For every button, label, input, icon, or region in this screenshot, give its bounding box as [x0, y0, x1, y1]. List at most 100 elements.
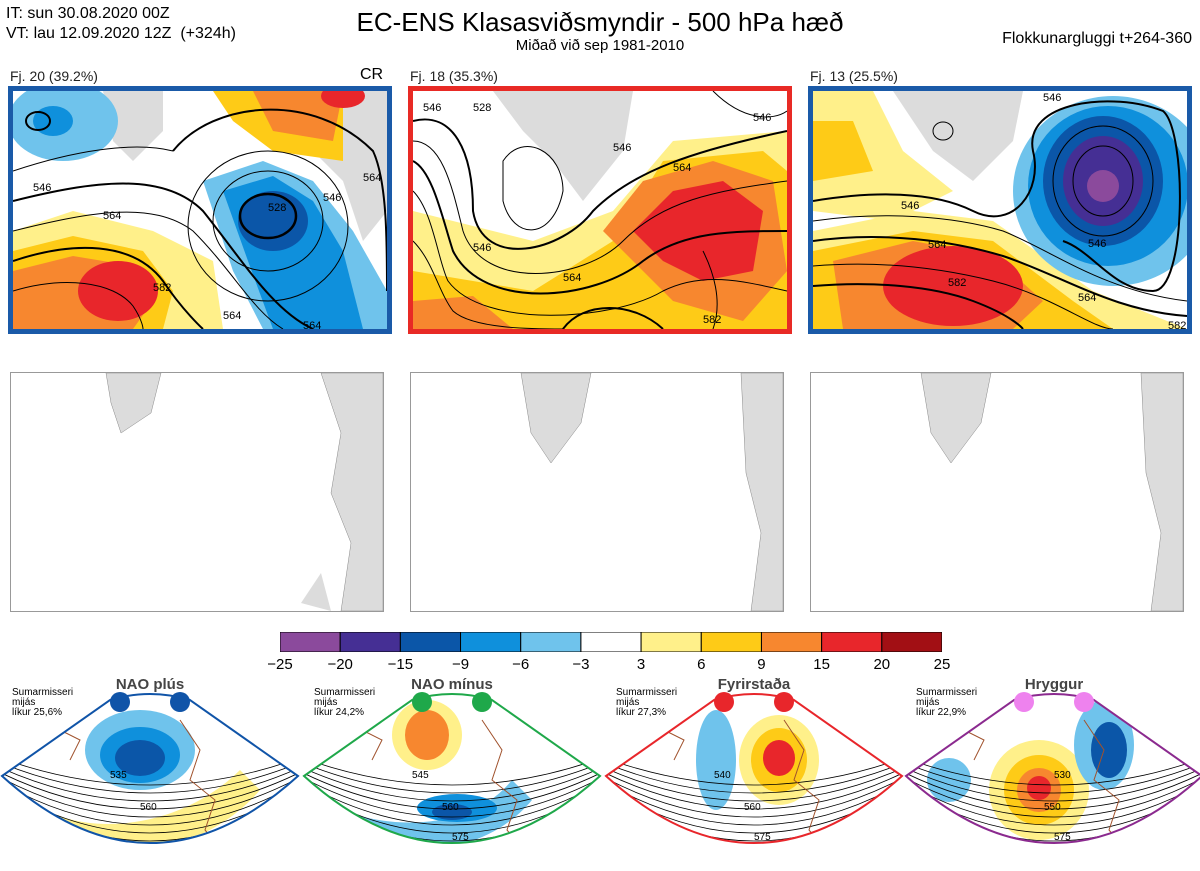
cluster-ref-dot: [774, 692, 794, 712]
cluster-ref-dot: [1014, 692, 1034, 712]
colorbar: [279, 631, 943, 653]
cluster-ref-contour-label: 575: [754, 832, 771, 843]
page-title: EC-ENS Klasasviðsmyndir - 500 hPa hæð: [356, 7, 844, 37]
contour-label: 582: [153, 282, 171, 294]
colorbar-swatch: [339, 631, 401, 653]
cluster-ref-frame: [302, 693, 602, 844]
cluster-ref-contour-label: 560: [442, 802, 459, 813]
colorbar-tick-label: 9: [757, 656, 766, 673]
cluster-ref-frame: [904, 693, 1200, 844]
contour-label: 546: [423, 102, 441, 114]
colorbar-swatch: [760, 631, 823, 653]
cluster-ref-contour-label: 575: [452, 832, 469, 843]
empty-map-2-svg: [520, 373, 783, 611]
contour-label: 564: [303, 320, 321, 329]
colorbar-svg: [279, 631, 943, 653]
colorbar-swatch: [881, 631, 943, 653]
colorbar-swatch: [580, 631, 642, 653]
contour-label: 528: [473, 102, 491, 114]
cluster-ref-contour-label: 530: [1054, 770, 1071, 781]
cluster-ref-contour-label: 540: [714, 770, 731, 781]
cluster-ref-title: NAO plús: [115, 676, 185, 693]
contour-label: 546: [613, 142, 631, 154]
contour-label: 564: [673, 162, 691, 174]
contour-label: 546: [1088, 238, 1106, 250]
contour-label: 546: [33, 182, 51, 194]
colorbar-tick-label: −9: [451, 656, 470, 673]
contour-label: 564: [223, 310, 241, 322]
contour-label: 546: [753, 112, 771, 124]
empty-map-3: [810, 372, 1184, 612]
contour-label: 564: [563, 272, 581, 284]
cluster-map-1-svg: 546 564 528 546 564 582 564 564: [13, 91, 387, 329]
colorbar-tick-label: −6: [512, 656, 530, 673]
cluster-ref-diagram: 540 560 575: [604, 692, 904, 844]
cluster-ref-diagram: 530 550 575: [904, 692, 1200, 844]
empty-map-1: [10, 372, 384, 612]
colorbar-tick-label: −25: [267, 656, 293, 673]
cluster-ref-title: Hryggur: [1024, 676, 1084, 693]
colorbar-tick-label: 3: [636, 656, 646, 673]
colorbar-swatch: [279, 631, 341, 653]
colorbar-tick-label: −15: [387, 656, 414, 673]
cluster-map-2-svg: 546 528 546 546 564 546 564 582: [413, 91, 787, 329]
contour-label: 582: [1168, 320, 1186, 329]
contour-label: 564: [363, 172, 381, 184]
colorbar-swatch: [640, 631, 702, 653]
contour-label: 564: [103, 210, 121, 222]
empty-map-2: [410, 372, 784, 612]
header-dates: IT: sun 30.08.2020 00Z VT: lau 12.09.2020…: [6, 4, 236, 44]
cluster-ref-contour-label: 550: [1044, 802, 1061, 813]
cluster-ref-contour-label: 560: [140, 802, 157, 813]
colorbar-tick-label: 25: [933, 656, 951, 673]
cluster-ref-dot: [412, 692, 432, 712]
cluster-ref-dot: [1074, 692, 1094, 712]
cluster-map-3: 546 546 564 582 546 564 582: [808, 86, 1192, 334]
cluster-ref-contour-label: 545: [412, 770, 429, 781]
panel-1-tag: CR: [360, 66, 384, 83]
panel-2-label: Fj. 18 (35.3%): [410, 68, 498, 84]
contour-label: 582: [948, 277, 966, 289]
cluster-ref-title: NAO mínus: [411, 676, 493, 693]
colorbar-tick-label: −3: [572, 656, 590, 673]
cluster-ref-contour-label: 575: [1054, 832, 1071, 843]
contour-label: 582: [703, 314, 721, 326]
cluster-ref-dot: [714, 692, 734, 712]
colorbar-tick-label: 15: [813, 656, 830, 673]
contour-label: 546: [901, 200, 919, 212]
cluster-ref-diagram: 545 560 575: [302, 692, 602, 844]
cluster-ref-meta: Sumarmisseri mijás líkur 22,9%: [916, 687, 978, 718]
empty-map-3-svg: [920, 373, 1183, 611]
colorbar-swatch: [520, 631, 582, 653]
panel-3-label: Fj. 13 (25.5%): [810, 68, 898, 84]
cluster-ref-dot: [472, 692, 492, 712]
contour-label: 546: [323, 192, 341, 204]
valid-time: VT: lau 12.09.2020 12Z (+324h): [6, 25, 236, 42]
contour-label: 528: [268, 202, 286, 214]
cluster-map-2: 546 528 546 546 564 546 564 582: [408, 86, 792, 334]
cluster-ref-dot: [110, 692, 130, 712]
cluster-ref-diagram: 535 560: [0, 692, 300, 844]
cluster-ref-dot: [170, 692, 190, 712]
cluster-ref-frame: [0, 693, 300, 844]
page-subtitle: Miðað við sep 1981-2010: [515, 37, 685, 54]
panel-1-label: Fj. 20 (39.2%): [10, 68, 98, 84]
cluster-ref-meta: Sumarmisseri mijás líkur 27,3%: [616, 687, 678, 718]
cluster-ref-contour-label: 535: [110, 770, 127, 781]
colorbar-swatch: [821, 631, 883, 653]
cluster-ref-contour-label: 560: [744, 802, 761, 813]
cluster-ref-title: Fyrirstaða: [717, 676, 791, 693]
colorbar-tick-label: 20: [873, 656, 891, 673]
cluster-ref-frame: [604, 693, 904, 844]
colorbar-swatch: [700, 631, 762, 653]
contour-label: 564: [928, 239, 946, 251]
cluster-ref-meta: Sumarmisseri mijás líkur 25,6%: [12, 687, 74, 718]
contour-label: 546: [473, 242, 491, 254]
colorbar-tick-label: −20: [327, 656, 353, 673]
classification-window: Flokkunargluggi t+264-360: [1002, 30, 1192, 47]
cluster-ref-meta: Sumarmisseri mijás líkur 24,2%: [314, 687, 376, 718]
empty-map-1-svg: [105, 373, 383, 611]
colorbar-tick-label: 6: [697, 656, 706, 673]
contour-label: 564: [1078, 292, 1096, 304]
cluster-map-1: 546 564 528 546 564 582 564 564: [8, 86, 392, 334]
